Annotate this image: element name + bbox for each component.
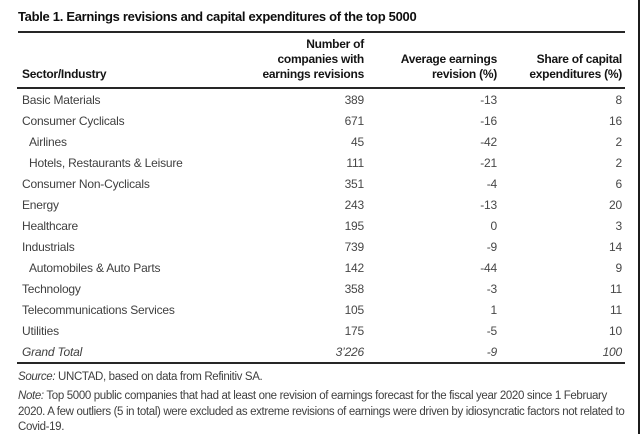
table-row: Industrials 739 -9 14 bbox=[17, 236, 625, 257]
table-row: Automobiles & Auto Parts 142 -44 9 bbox=[17, 257, 625, 278]
sector-cell: Healthcare bbox=[22, 218, 79, 233]
sector-cell: Hotels, Restaurants & Leisure bbox=[29, 155, 183, 170]
revision-cell: -42 bbox=[480, 134, 497, 149]
revision-cell: -13 bbox=[480, 92, 497, 107]
table-header: Sector/Industry Number of companies with… bbox=[17, 33, 625, 89]
table-title: Table 1. Earnings revisions and capital … bbox=[18, 9, 625, 33]
capex-cell: 16 bbox=[609, 113, 622, 128]
source-line: Source: UNCTAD, based on data from Refin… bbox=[18, 370, 625, 385]
table-row: Technology 358 -3 11 bbox=[17, 278, 625, 299]
companies-cell: 739 bbox=[344, 239, 365, 254]
note-label: Note: bbox=[18, 390, 44, 402]
table-row: Healthcare 195 0 3 bbox=[17, 215, 625, 236]
sector-cell: Industrials bbox=[22, 239, 75, 254]
source-label: Source: bbox=[18, 371, 56, 383]
table-footnotes: Source: UNCTAD, based on data from Refin… bbox=[18, 370, 625, 436]
companies-cell: 351 bbox=[344, 176, 365, 191]
capex-cell: 8 bbox=[615, 92, 623, 107]
capex-cell: 20 bbox=[609, 197, 622, 212]
companies-cell: 175 bbox=[344, 323, 365, 338]
column-header-revision: Average earnings revision (%) bbox=[367, 33, 500, 89]
revision-cell: -44 bbox=[480, 260, 497, 275]
revision-cell: -13 bbox=[480, 197, 497, 212]
companies-cell: 389 bbox=[344, 92, 365, 107]
table-row: Utilities 175 -5 10 bbox=[17, 320, 625, 341]
column-header-companies: Number of companies with earnings revisi… bbox=[207, 33, 367, 89]
companies-cell: 243 bbox=[344, 197, 365, 212]
capex-cell: 9 bbox=[615, 260, 623, 275]
table-row: Energy 243 -13 20 bbox=[17, 194, 625, 215]
table-row: Telecommunications Services 105 1 11 bbox=[17, 299, 625, 320]
companies-cell: 105 bbox=[344, 302, 365, 317]
sector-cell: Technology bbox=[22, 281, 81, 296]
column-header-capex: Share of capital expenditures (%) bbox=[500, 33, 625, 89]
revision-cell: -4 bbox=[486, 176, 497, 191]
earnings-revisions-table: Sector/Industry Number of companies with… bbox=[17, 33, 625, 364]
table-row: Airlines 45 -42 2 bbox=[17, 131, 625, 152]
sector-cell: Automobiles & Auto Parts bbox=[29, 260, 161, 275]
companies-cell: 142 bbox=[344, 260, 365, 275]
column-header-sector: Sector/Industry bbox=[17, 33, 207, 89]
table-body: Basic Materials 389 -13 8 Consumer Cycli… bbox=[17, 88, 625, 364]
capex-cell: 3 bbox=[615, 218, 623, 233]
capex-cell: 6 bbox=[615, 176, 623, 191]
grand-total-row: Grand Total 3’226 -9 100 bbox=[17, 341, 625, 364]
revision-cell: -5 bbox=[486, 323, 497, 338]
capex-cell: 11 bbox=[609, 302, 622, 317]
revision-cell: -3 bbox=[486, 281, 497, 296]
sector-cell: Energy bbox=[22, 197, 59, 212]
companies-cell: 45 bbox=[351, 134, 364, 149]
capex-cell: 2 bbox=[615, 134, 623, 149]
source-text: UNCTAD, based on data from Refinitiv SA. bbox=[55, 371, 263, 383]
revision-cell: 1 bbox=[490, 302, 498, 317]
revision-cell: -21 bbox=[480, 155, 497, 170]
companies-cell: 671 bbox=[344, 113, 365, 128]
sector-cell: Telecommunications Services bbox=[22, 302, 175, 317]
revision-cell: -16 bbox=[480, 113, 497, 128]
page-right-border bbox=[638, 0, 640, 434]
note-line: Note: Top 5000 public companies that had… bbox=[18, 389, 625, 436]
table-row: Hotels, Restaurants & Leisure 111 -21 2 bbox=[17, 152, 625, 173]
capex-cell: 11 bbox=[609, 281, 622, 296]
revision-cell: -9 bbox=[486, 239, 497, 254]
companies-cell: 3’226 bbox=[207, 341, 367, 364]
capex-cell: 10 bbox=[609, 323, 622, 338]
revision-cell: 0 bbox=[490, 218, 498, 233]
sector-cell: Utilities bbox=[22, 323, 59, 338]
capex-cell: 2 bbox=[615, 155, 623, 170]
companies-cell: 111 bbox=[346, 155, 364, 170]
companies-cell: 195 bbox=[344, 218, 365, 233]
sector-cell: Grand Total bbox=[17, 341, 207, 364]
capex-cell: 14 bbox=[609, 239, 622, 254]
revision-cell: -9 bbox=[367, 341, 500, 364]
sector-cell: Consumer Cyclicals bbox=[22, 113, 125, 128]
note-text: Top 5000 public companies that had at le… bbox=[18, 390, 625, 433]
sector-cell: Airlines bbox=[29, 134, 67, 149]
companies-cell: 358 bbox=[344, 281, 365, 296]
table-row: Consumer Non-Cyclicals 351 -4 6 bbox=[17, 173, 625, 194]
sector-cell: Consumer Non-Cyclicals bbox=[22, 176, 150, 191]
sector-cell: Basic Materials bbox=[22, 92, 101, 107]
table-sheet: Table 1. Earnings revisions and capital … bbox=[17, 0, 625, 436]
table-row: Basic Materials 389 -13 8 bbox=[17, 88, 625, 110]
table-row: Consumer Cyclicals 671 -16 16 bbox=[17, 110, 625, 131]
capex-cell: 100 bbox=[500, 341, 625, 364]
header-row: Sector/Industry Number of companies with… bbox=[17, 33, 625, 89]
